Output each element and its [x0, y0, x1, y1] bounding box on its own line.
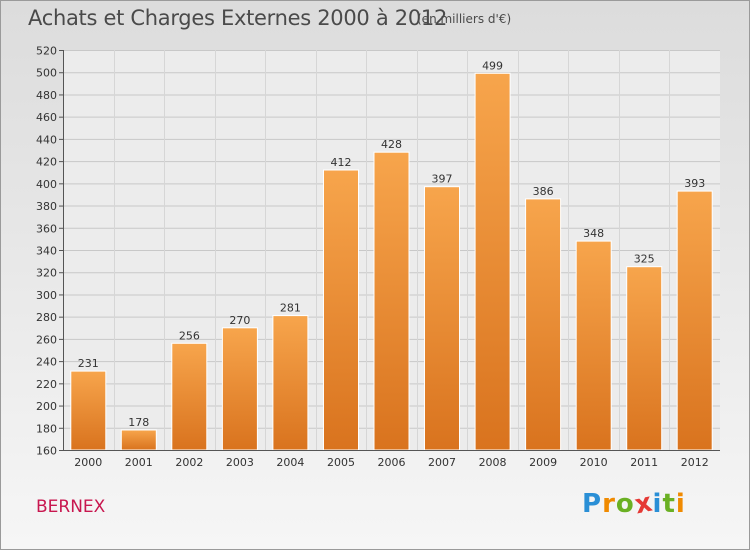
y-tick-label: 280 [36, 311, 57, 324]
x-tick-label-2009: 2009 [529, 456, 557, 469]
data-label-2001: 178 [128, 416, 149, 429]
chart-title: Achats et Charges Externes 2000 à 2012 [28, 6, 448, 30]
unit-note: (en milliers d'€) [417, 12, 512, 26]
data-label-2011: 325 [634, 253, 655, 266]
logo-letter: i [675, 489, 686, 519]
data-label-2006: 428 [381, 138, 402, 151]
y-tick-label: 480 [36, 89, 57, 102]
data-label-2007: 397 [432, 173, 453, 186]
y-tick-label: 440 [36, 133, 57, 146]
data-label-2010: 348 [583, 227, 604, 240]
x-tick-label-2011: 2011 [630, 456, 658, 469]
bar-2008 [474, 72, 511, 451]
y-tick-label: 500 [36, 67, 57, 80]
bar-2009 [525, 198, 562, 451]
bar-2001 [120, 429, 157, 451]
bar-2007 [424, 186, 460, 451]
proxiti-logo: Proxiti [582, 487, 686, 520]
data-label-2000: 231 [78, 357, 99, 370]
logo-letter: r [602, 489, 616, 519]
logo-letter: P [582, 489, 603, 519]
x-tick-label-2000: 2000 [74, 456, 102, 469]
logo-letter: t [662, 489, 676, 519]
bar-2003 [221, 327, 258, 451]
y-tick-label: 340 [36, 245, 57, 258]
y-tick-label: 180 [36, 422, 57, 435]
y-tick-label: 380 [36, 200, 57, 213]
data-label-2009: 386 [533, 185, 554, 198]
y-tick-label: 300 [36, 289, 57, 302]
y-tick-label: 260 [36, 333, 57, 346]
y-tick-label: 360 [36, 222, 57, 235]
data-label-2002: 256 [179, 329, 200, 342]
bar-2005 [323, 169, 359, 451]
x-tick-label-2012: 2012 [681, 456, 709, 469]
bar-2006 [373, 151, 410, 451]
x-tick-label-2002: 2002 [175, 456, 203, 469]
bar-2002 [171, 342, 208, 451]
data-label-2008: 499 [482, 59, 503, 72]
y-tick-label: 200 [36, 400, 57, 413]
x-tick-label-2001: 2001 [125, 456, 153, 469]
bar-2010 [575, 240, 612, 451]
y-tick-label: 220 [36, 378, 57, 391]
axes: 160 180 200 220 240 260 280 300 320 340 360 380 400 4… [36, 45, 720, 469]
data-label-2005: 412 [330, 156, 351, 169]
x-tick-label-2003: 2003 [226, 456, 254, 469]
x-tick-label-2005: 2005 [327, 456, 355, 469]
y-tick-label: 320 [36, 267, 57, 280]
x-tick-label-2007: 2007 [428, 456, 456, 469]
data-label-2004: 281 [280, 302, 301, 315]
x-tick-label-2010: 2010 [580, 456, 608, 469]
y-tick-label: 420 [36, 156, 57, 169]
y-tick-label: 400 [36, 178, 57, 191]
x-tick-label-2006: 2006 [378, 456, 406, 469]
y-tick-label: 160 [36, 445, 57, 458]
logo-letter: o [615, 489, 635, 519]
x-tick-label-2008: 2008 [479, 456, 507, 469]
bar-2012 [676, 190, 713, 451]
y-tick-label: 240 [36, 356, 57, 369]
y-tick-label: 460 [36, 111, 57, 124]
bar-2000 [70, 370, 107, 451]
data-label-2003: 270 [229, 314, 250, 327]
bar-2004 [272, 315, 309, 451]
commune-name: BERNEX [36, 497, 106, 517]
bar-2011 [626, 266, 663, 451]
logo-letter: i [652, 489, 663, 519]
data-label-2012: 393 [684, 177, 705, 190]
x-tick-label-2004: 2004 [276, 456, 304, 469]
y-tick-label: 520 [36, 45, 57, 58]
bars: 231 178 256 270 281 412 428 397 499 386 348 325 393 [70, 59, 713, 451]
